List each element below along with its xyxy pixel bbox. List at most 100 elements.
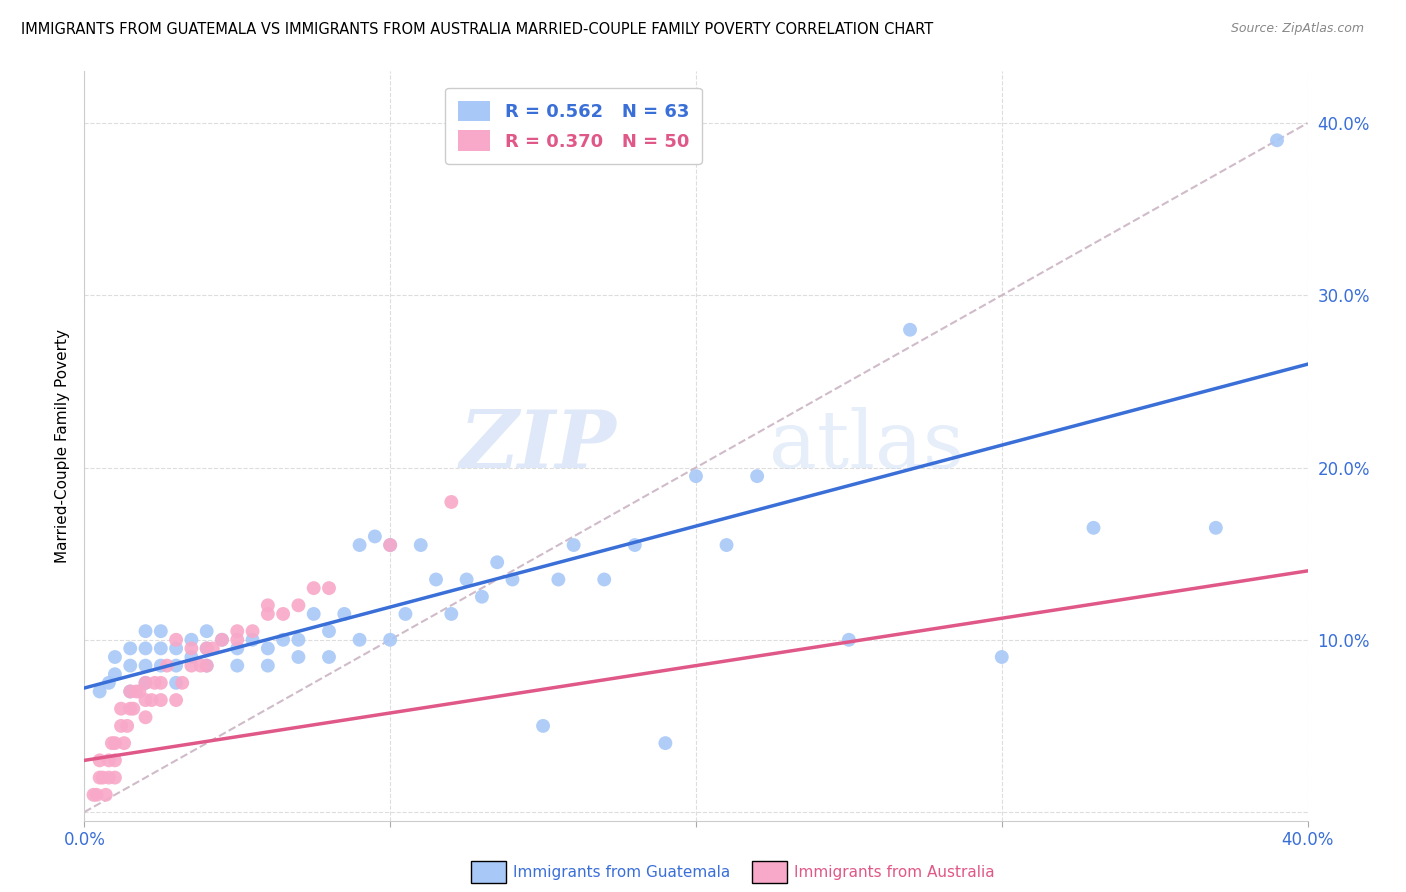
Point [211, 632, 233, 647]
Point [364, 529, 387, 543]
Point [562, 538, 585, 552]
Text: Immigrants from Australia: Immigrants from Australia [794, 865, 995, 880]
Point [471, 590, 494, 604]
Point [149, 624, 172, 639]
Point [165, 658, 187, 673]
Point [486, 555, 509, 569]
Point [226, 624, 249, 639]
Point [380, 538, 402, 552]
Point [149, 676, 172, 690]
Point [716, 538, 738, 552]
Point [122, 701, 145, 715]
Point [547, 573, 569, 587]
Point [287, 650, 309, 665]
Text: IMMIGRANTS FROM GUATEMALA VS IMMIGRANTS FROM AUSTRALIA MARRIED-COUPLE FAMILY POV: IMMIGRANTS FROM GUATEMALA VS IMMIGRANTS … [21, 22, 934, 37]
Point [226, 632, 249, 647]
Point [165, 693, 187, 707]
Point [456, 573, 478, 587]
Point [425, 573, 447, 587]
Point [318, 650, 340, 665]
Point [440, 495, 463, 509]
Point [242, 624, 264, 639]
Point [287, 632, 309, 647]
Point [89, 753, 111, 767]
Point [502, 573, 524, 587]
Point [349, 538, 371, 552]
Point [531, 719, 554, 733]
Point [201, 641, 224, 656]
Text: ZIP: ZIP [460, 408, 616, 484]
Point [257, 641, 280, 656]
Point [110, 701, 132, 715]
Point [104, 753, 127, 767]
Point [287, 599, 309, 613]
Point [195, 658, 218, 673]
Point [135, 676, 157, 690]
Point [747, 469, 769, 483]
Point [104, 667, 127, 681]
Point [120, 641, 142, 656]
Point [97, 771, 120, 785]
Point [165, 641, 187, 656]
Point [195, 658, 218, 673]
Point [115, 719, 138, 733]
Point [1265, 133, 1288, 147]
Point [149, 658, 172, 673]
Point [104, 771, 127, 785]
Point [135, 676, 157, 690]
Point [380, 538, 402, 552]
Point [101, 736, 124, 750]
Point [125, 684, 148, 698]
Point [97, 676, 120, 690]
Legend: R = 0.562   N = 63, R = 0.370   N = 50: R = 0.562 N = 63, R = 0.370 N = 50 [446, 88, 702, 164]
Point [211, 632, 233, 647]
Point [991, 650, 1014, 665]
Point [1205, 521, 1227, 535]
Point [135, 693, 157, 707]
Y-axis label: Married-Couple Family Poverty: Married-Couple Family Poverty [55, 329, 70, 563]
Point [226, 641, 249, 656]
Point [333, 607, 356, 621]
Point [94, 788, 117, 802]
Point [257, 607, 280, 621]
Point [318, 581, 340, 595]
Point [654, 736, 676, 750]
Point [83, 788, 105, 802]
Point [195, 641, 218, 656]
Point [302, 607, 325, 621]
Point [302, 581, 325, 595]
Point [112, 736, 135, 750]
Point [165, 632, 187, 647]
Point [380, 632, 402, 647]
Point [149, 693, 172, 707]
Point [143, 676, 166, 690]
Point [91, 771, 114, 785]
Point [838, 632, 860, 647]
Point [318, 624, 340, 639]
Point [120, 684, 142, 698]
Point [190, 658, 212, 673]
Point [257, 599, 280, 613]
Point [195, 624, 218, 639]
Point [128, 684, 150, 698]
Point [104, 736, 127, 750]
Point [156, 658, 179, 673]
Point [409, 538, 432, 552]
Point [180, 658, 202, 673]
Point [685, 469, 707, 483]
Point [226, 658, 249, 673]
Point [135, 641, 157, 656]
Point [180, 650, 202, 665]
Text: Source: ZipAtlas.com: Source: ZipAtlas.com [1230, 22, 1364, 36]
Point [172, 676, 194, 690]
Point [135, 624, 157, 639]
Point [257, 658, 280, 673]
Point [195, 641, 218, 656]
Text: atlas: atlas [769, 407, 965, 485]
Point [135, 710, 157, 724]
Point [104, 650, 127, 665]
Point [180, 632, 202, 647]
Point [271, 607, 294, 621]
Point [149, 641, 172, 656]
Point [89, 771, 111, 785]
